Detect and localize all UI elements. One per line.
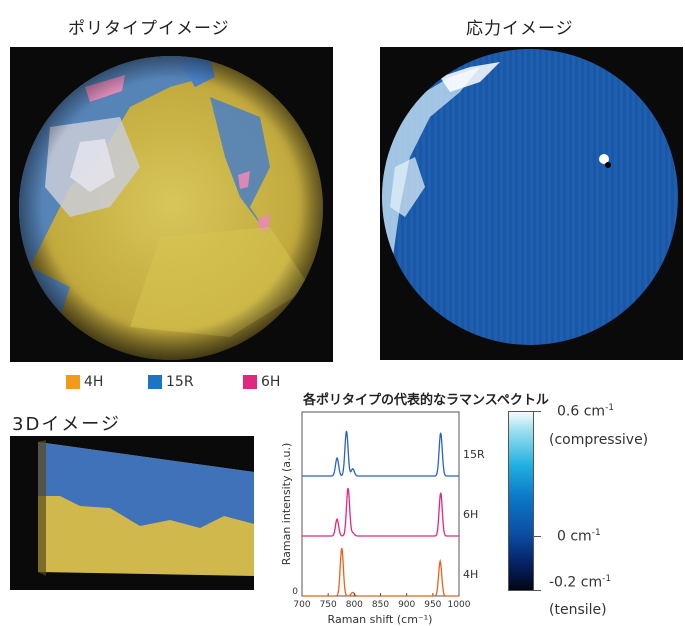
legend-item-15r: 15R: [148, 374, 194, 390]
stress-image-title: 応力イメージ: [466, 19, 574, 39]
stress-map-graphic: [382, 49, 678, 345]
colorbar-bottom-note: (tensile): [549, 602, 607, 618]
colorbar-top-value: 0.6 cm-1: [557, 403, 615, 420]
legend-item-4h: 4H: [66, 374, 103, 390]
legend-label-15r: 15R: [166, 374, 194, 390]
legend-swatch-4h: [66, 375, 80, 389]
polytype-map-image: [10, 47, 333, 362]
legend-swatch-15r: [148, 375, 162, 389]
legend-label-6h: 6H: [261, 374, 281, 390]
plot-frame: [301, 411, 460, 597]
x-tick-label: 750: [320, 600, 337, 610]
3d-block-image: [10, 436, 254, 590]
y-tick-zero: 0: [292, 587, 298, 597]
x-tick-label: 900: [398, 600, 415, 610]
x-tick-label: 950: [424, 600, 441, 610]
series-label-15r: 15R: [463, 448, 485, 461]
x-tick-label: 850: [372, 600, 389, 610]
legend-label-4h: 4H: [84, 374, 104, 390]
colorbar-tick-mid: [534, 536, 541, 537]
x-tick-label: 700: [293, 600, 310, 610]
polytype-map-graphic: [19, 56, 323, 360]
3d-block-graphic: [38, 440, 254, 576]
spectrum-line-4h: [302, 547, 459, 597]
legend-swatch-6h: [243, 375, 257, 389]
legend-item-6h: 6H: [243, 374, 280, 390]
polytype-image-title: ポリタイプイメージ: [68, 19, 230, 39]
3d-image-title: 3Dイメージ: [12, 414, 121, 435]
series-label-4h: 4H: [463, 568, 478, 581]
colorbar-top-note: (compressive): [549, 432, 649, 448]
spectrum-line-6h: [302, 487, 459, 537]
chart-title: 各ポリタイプの代表的なラマンスペクトル: [303, 393, 549, 408]
x-axis-label: Raman shift (cm⁻¹): [328, 613, 433, 626]
colorbar-tick-bottom: [534, 590, 541, 591]
y-axis-label: Raman intensity (a.u.): [280, 443, 293, 566]
stress-colorbar: [508, 411, 534, 591]
x-tick-label: 800: [346, 600, 363, 610]
colorbar-mid-value: 0 cm-1: [557, 528, 601, 545]
spectrum-line-15r: [302, 430, 459, 477]
colorbar-tick-top: [534, 411, 541, 412]
colorbar-bottom-value: -0.2 cm-1: [549, 574, 612, 591]
stress-map-image: [380, 47, 683, 360]
series-label-6h: 6H: [463, 508, 478, 521]
x-tick-label: 1000: [448, 600, 471, 610]
raman-spectrum-chart: 700 750 800 850 900 950 1000 0 Raman shift (cm…: [280, 411, 485, 626]
